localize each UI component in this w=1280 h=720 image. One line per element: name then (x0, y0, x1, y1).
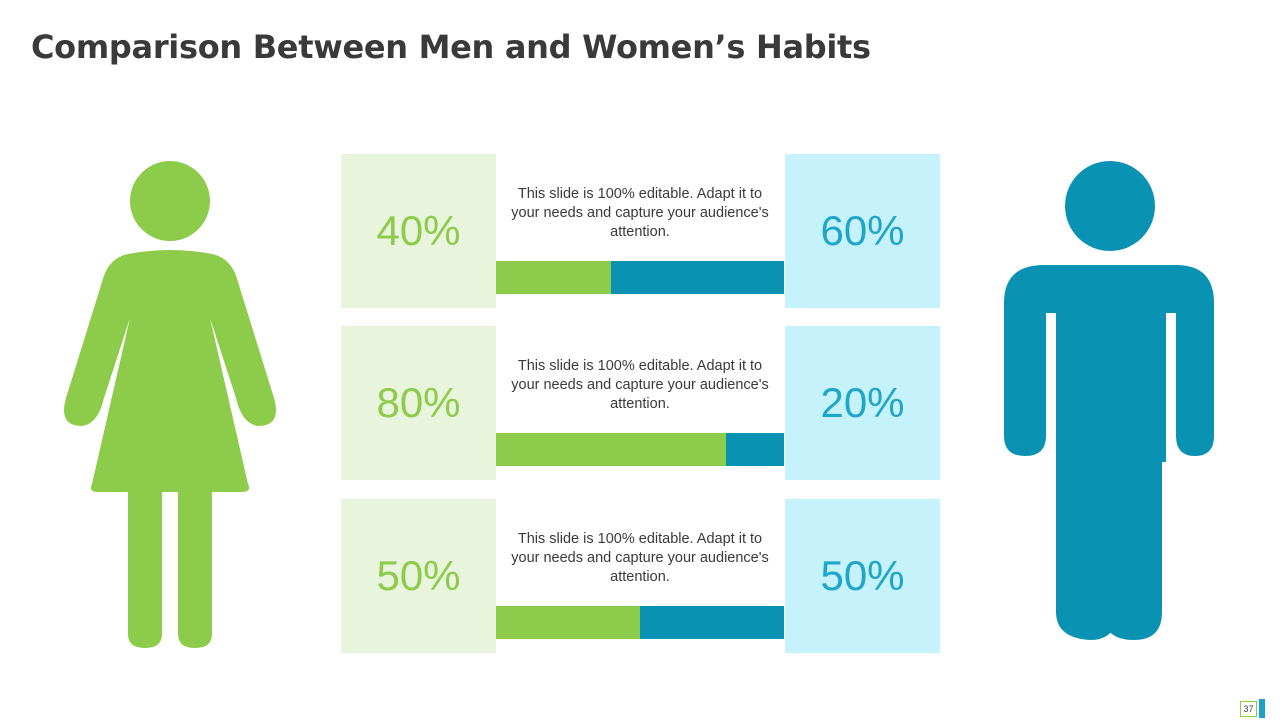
men-percentage: 60% (785, 154, 940, 308)
row-description: This slide is 100% editable. Adapt it to… (511, 358, 769, 412)
women-percentage: 80% (341, 326, 496, 480)
men-percentage: 50% (785, 499, 940, 653)
man-icon (1004, 161, 1214, 640)
slide-number: 37 (1240, 701, 1257, 717)
comparison-bar (496, 433, 784, 466)
row-description: This slide is 100% editable. Adapt it to… (511, 186, 769, 240)
comparison-row: 80% This slide is 100% editable. Adapt i… (341, 326, 940, 480)
row-description: This slide is 100% editable. Adapt it to… (511, 531, 769, 585)
men-percentage: 20% (785, 326, 940, 480)
women-percentage: 50% (341, 499, 496, 653)
comparison-row: 40% This slide is 100% editable. Adapt i… (341, 154, 940, 308)
slide-title: Comparison Between Men and Women’s Habit… (31, 28, 871, 66)
woman-icon (64, 161, 276, 648)
women-bar-fill (496, 606, 640, 639)
women-percentage: 40% (341, 154, 496, 308)
women-bar-fill (496, 433, 727, 466)
comparison-bar (496, 261, 784, 294)
comparison-bar (496, 606, 784, 639)
comparison-row: 50% This slide is 100% editable. Adapt i… (341, 499, 940, 653)
women-bar-fill (496, 261, 612, 294)
slide-number-accent (1259, 699, 1265, 718)
